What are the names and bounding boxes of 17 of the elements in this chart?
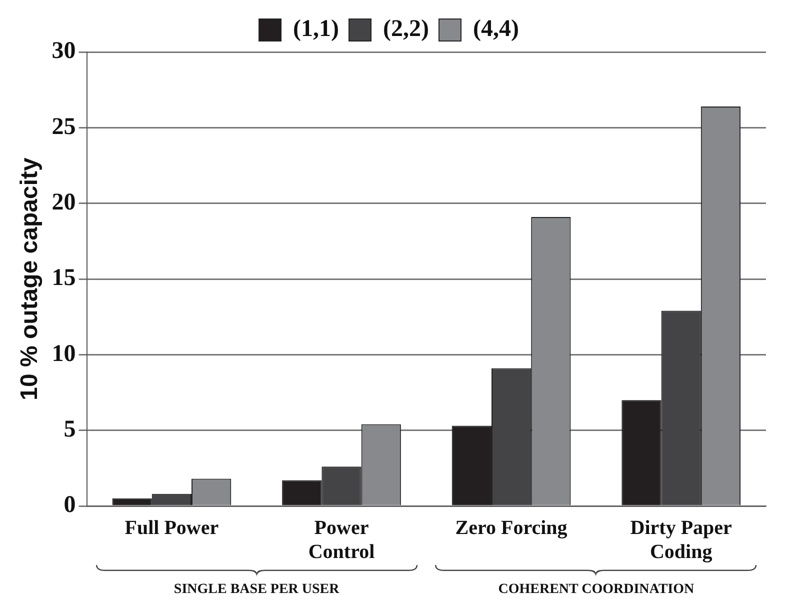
x-tick-label: Dirty Paper Coding xyxy=(630,517,732,564)
x-tick-label: Power Control xyxy=(308,517,376,564)
legend-label: (2,2) xyxy=(383,16,429,42)
x-tick-label: Full Power xyxy=(124,517,219,540)
legend-label: (4,4) xyxy=(472,16,519,42)
x-tick-label: Zero Forcing xyxy=(455,517,568,540)
text: SINGLE BASE PER USER xyxy=(172,582,340,598)
y-tick-label: 0 xyxy=(64,492,76,518)
y-tick-label: 20 xyxy=(52,190,76,216)
y-tick-label: 25 xyxy=(52,114,76,140)
y-tick-label: 15 xyxy=(52,265,76,292)
legend-label: (1,1) xyxy=(293,16,340,42)
y-tick-label: 10 xyxy=(52,340,76,367)
y-tick-label: 5 xyxy=(64,416,76,443)
y-tick-label: 30 xyxy=(52,38,76,64)
y-axis-title: 10 % outage capacity xyxy=(16,156,44,400)
text: COHERENT COORDINATION xyxy=(497,582,696,598)
